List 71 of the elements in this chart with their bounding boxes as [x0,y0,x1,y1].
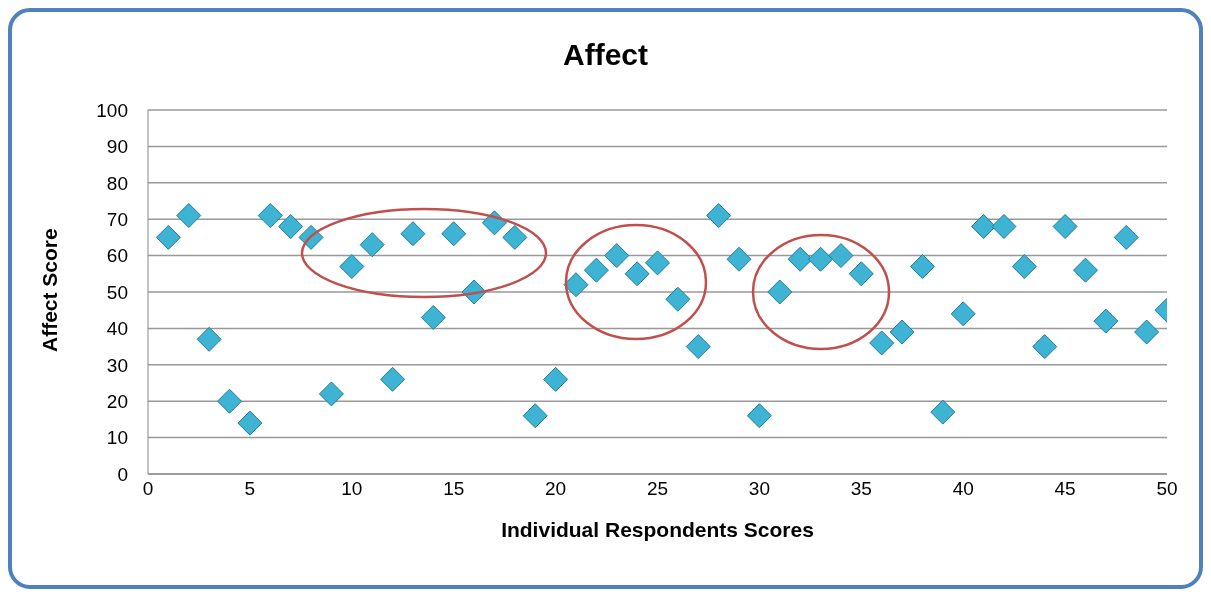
point [767,279,793,305]
point [645,250,670,276]
point [522,403,548,429]
y-tick-label: 70 [106,208,128,230]
point [604,243,630,269]
point [543,366,569,392]
point [1093,308,1119,334]
x-tick-label: 20 [545,478,567,500]
x-tick-label: 50 [1156,478,1178,500]
point [1134,319,1160,345]
point [726,246,752,272]
y-tick-label: 20 [106,390,128,412]
x-tick-label: 0 [142,478,154,500]
y-tick-label: 40 [106,318,128,340]
point [237,410,263,436]
y-tick-label: 30 [106,354,128,376]
point [746,403,772,429]
y-tick-label: 90 [106,136,128,158]
point [909,254,935,280]
point [1032,334,1058,360]
x-tick-label: 45 [1054,478,1076,500]
point [787,246,813,272]
y-tick-label: 100 [96,99,128,121]
point [828,243,854,269]
x-tick-label: 25 [646,478,669,500]
y-tick-label: 60 [106,245,128,267]
x-tick-label: 5 [244,478,256,500]
point [441,221,467,247]
x-tick-label: 40 [952,478,974,500]
point [318,381,344,407]
x-tick-label: 15 [443,478,465,500]
point [950,301,976,327]
x-axis-title: Individual Respondents Scores [501,518,814,541]
point [380,366,406,392]
point [217,388,243,414]
x-tick-label: 35 [850,478,872,500]
point [665,286,691,312]
point [869,330,895,356]
point [685,334,711,360]
chart-title: Affect [562,38,649,72]
point [930,399,956,425]
point [1113,224,1139,250]
y-axis-title: Affect Score [38,228,62,352]
point [808,246,834,272]
point [257,203,283,229]
point [971,213,997,239]
y-tick-label: 80 [106,172,128,194]
point [502,224,528,250]
point [339,254,365,280]
point [583,257,609,283]
point [1072,257,1098,283]
point [848,261,874,287]
point [991,213,1017,239]
point [400,221,426,247]
point [706,203,732,229]
point [1052,213,1078,239]
point [196,326,222,352]
y-tick-label: 0 [117,463,128,485]
point [624,261,650,287]
point [1011,254,1037,280]
x-tick-label: 10 [341,478,363,500]
y-tick-label: 50 [106,281,128,303]
point [359,232,385,258]
point [155,224,181,250]
point [889,319,915,345]
point [563,272,589,298]
point [176,203,202,229]
point [420,304,446,330]
x-tick-label: 30 [748,478,770,500]
y-tick-label: 10 [106,427,128,449]
point [278,213,304,239]
